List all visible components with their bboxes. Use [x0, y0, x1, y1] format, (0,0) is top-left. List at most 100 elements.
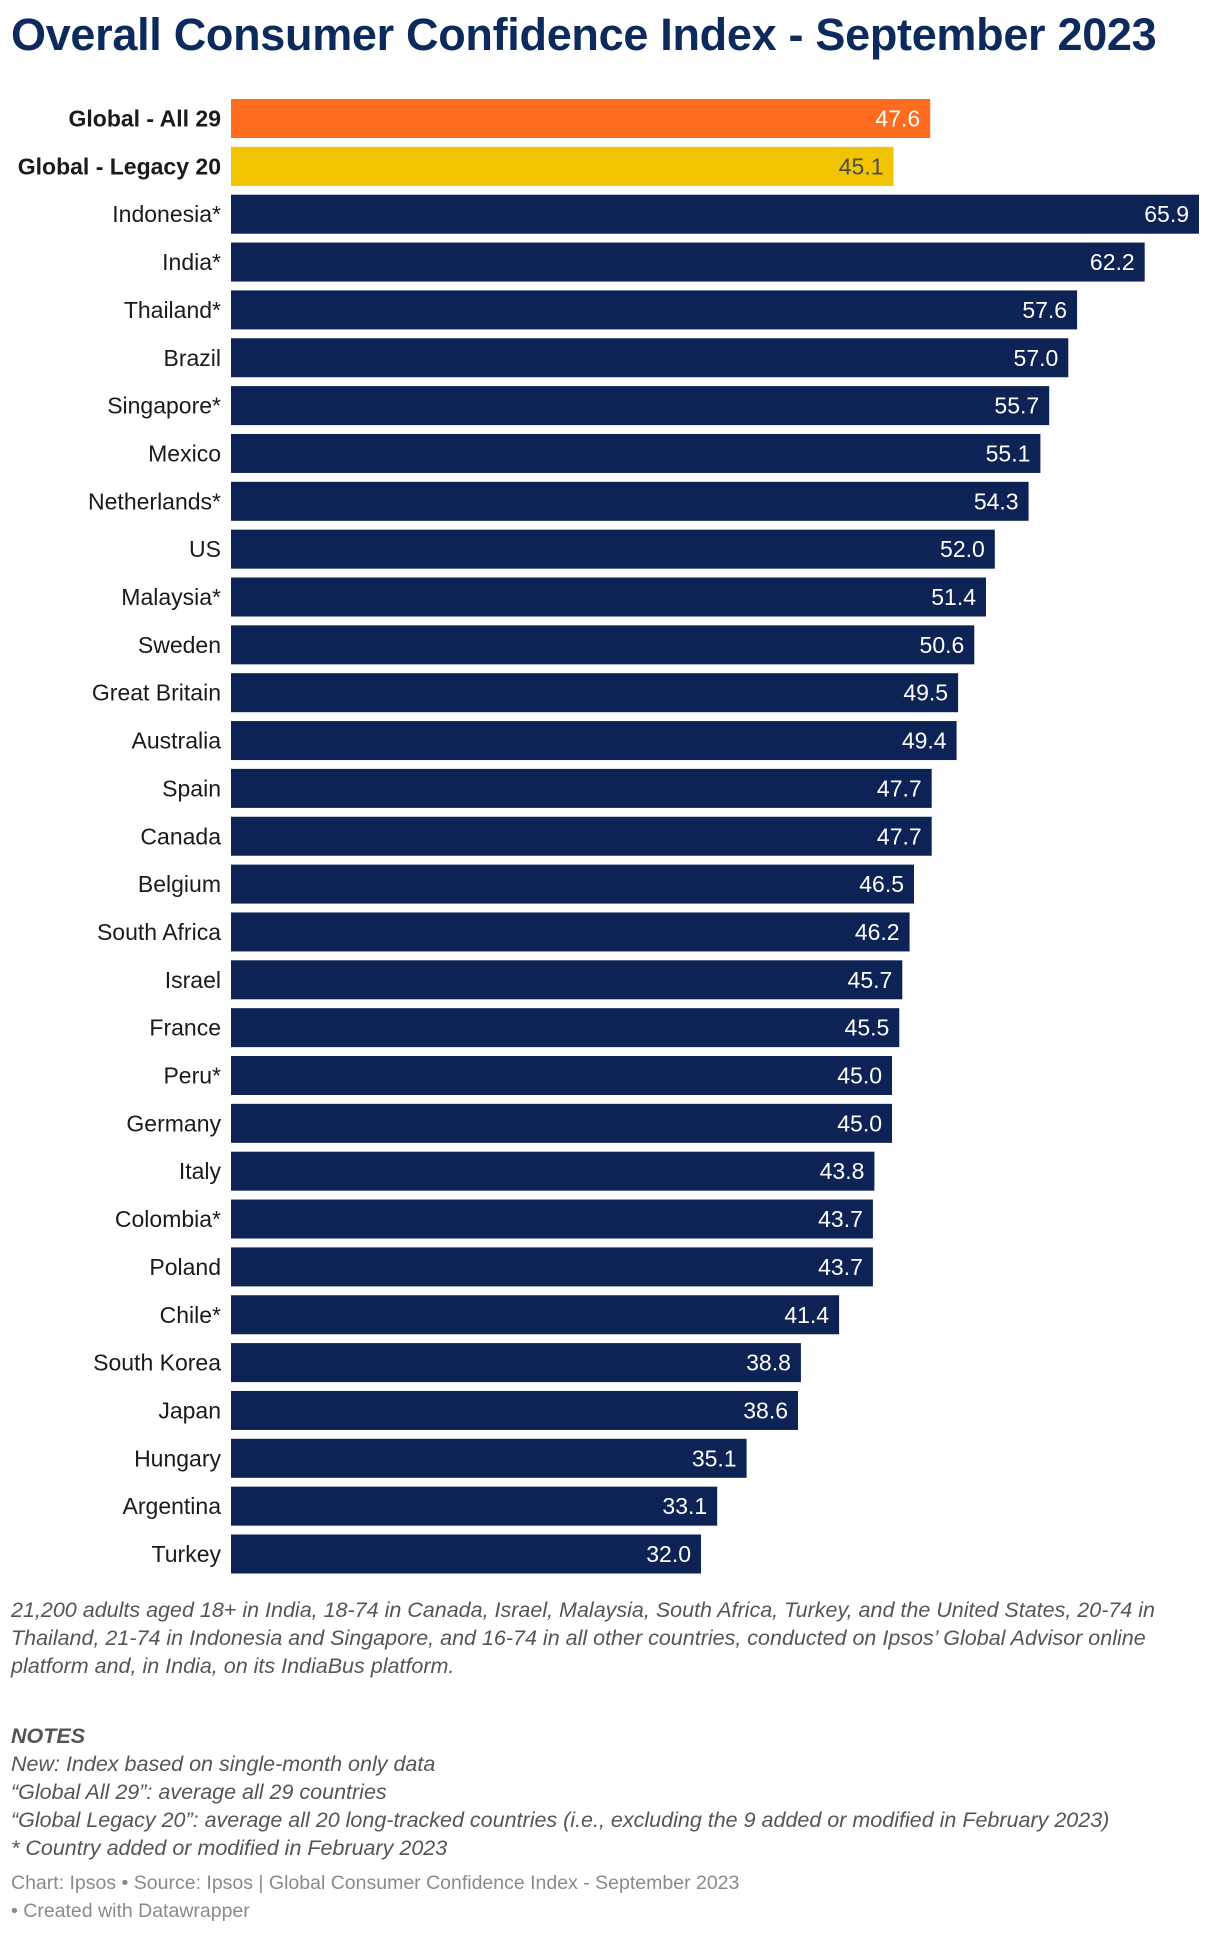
category-label: Poland [149, 1254, 221, 1280]
bar-group-global-legacy-20: Global - Legacy 20 45.1 [18, 146, 894, 186]
notes-heading: NOTES [11, 1724, 86, 1748]
value-label: 57.6 [1022, 297, 1067, 323]
category-label: Sweden [138, 632, 221, 658]
category-label: US [189, 536, 221, 562]
value-label: 52.0 [940, 536, 985, 562]
bar-brazil [231, 338, 1069, 378]
category-label: Japan [158, 1397, 221, 1423]
bar-poland [231, 1247, 873, 1287]
bar-group-japan: Japan 38.6 [158, 1390, 798, 1430]
value-label: 57.0 [1014, 345, 1059, 371]
category-label: Peru* [163, 1063, 221, 1089]
note-line: “Global All 29”: average all 29 countrie… [11, 1780, 387, 1804]
bar-mexico [231, 433, 1041, 473]
bar-group-france: France 45.5 [149, 1008, 900, 1048]
value-label: 47.7 [877, 823, 922, 849]
category-label: Turkey [152, 1541, 222, 1567]
category-label: Australia [132, 728, 222, 754]
category-label: South Korea [93, 1350, 221, 1376]
value-label: 32.0 [646, 1541, 691, 1567]
value-label: 38.8 [746, 1350, 791, 1376]
category-label: Chile* [160, 1302, 221, 1328]
category-label: Canada [140, 823, 221, 849]
category-label: Israel [165, 967, 221, 993]
chart-description: 21,200 adults aged 18+ in India, 18-74 i… [11, 1598, 1155, 1678]
bar-india [231, 242, 1145, 282]
bar-turkey [231, 1534, 701, 1574]
value-label: 62.2 [1090, 249, 1135, 275]
bar-italy [231, 1151, 875, 1191]
category-label: Malaysia* [121, 584, 221, 610]
bar-group-poland: Poland 43.7 [149, 1247, 873, 1287]
bar-group-south-africa: South Africa 46.2 [97, 912, 910, 952]
value-label: 50.6 [920, 632, 965, 658]
category-label: Netherlands* [88, 488, 221, 514]
category-label: Brazil [163, 345, 221, 371]
value-label: 41.4 [784, 1302, 829, 1328]
bar-sweden [231, 625, 975, 665]
bar-group-singapore: Singapore* 55.7 [107, 386, 1050, 426]
bar-colombia [231, 1199, 873, 1239]
bar-australia [231, 721, 957, 761]
bar-france [231, 1008, 900, 1048]
bar-group-global-all-29: Global - All 29 47.6 [68, 99, 931, 138]
value-label: 45.0 [837, 1063, 882, 1089]
bar-group-south-korea: South Korea 38.8 [93, 1343, 801, 1383]
bar-singapore [231, 386, 1050, 426]
category-label: India* [162, 249, 221, 275]
bar-israel [231, 960, 903, 1000]
value-label: 47.6 [875, 106, 920, 132]
category-label: South Africa [97, 919, 221, 945]
bar-group-australia: Australia 49.4 [132, 721, 957, 761]
category-label: Spain [162, 775, 221, 801]
value-label: 35.1 [692, 1445, 737, 1471]
bar-group-india: India* 62.2 [162, 242, 1145, 282]
bar-group-malaysia: Malaysia* 51.4 [121, 577, 986, 617]
value-label: 45.0 [837, 1110, 882, 1136]
bar-group-thailand: Thailand* 57.6 [124, 290, 1078, 330]
bar-global-all-29 [231, 99, 931, 138]
category-label: Indonesia* [112, 201, 221, 227]
bar-group-italy: Italy 43.8 [179, 1151, 875, 1191]
value-label: 46.5 [859, 871, 904, 897]
chart-notes: NOTES New: Index based on single-month o… [11, 1722, 1216, 1862]
bar-canada [231, 816, 932, 856]
value-label: 47.7 [877, 775, 922, 801]
bar-japan [231, 1390, 798, 1430]
bar-group-chile: Chile* 41.4 [160, 1295, 840, 1335]
category-label: Mexico [148, 440, 221, 466]
value-label: 43.7 [818, 1254, 863, 1280]
note-line: “Global Legacy 20”: average all 20 long-… [11, 1808, 1110, 1832]
bar-group-spain: Spain 47.7 [162, 768, 932, 808]
bar-south-korea [231, 1343, 801, 1383]
value-label: 33.1 [662, 1493, 707, 1519]
bar-thailand [231, 290, 1078, 330]
bar-group-colombia: Colombia* 43.7 [115, 1199, 873, 1239]
bar-group-israel: Israel 45.7 [165, 960, 903, 1000]
category-label: Global - All 29 [68, 106, 221, 132]
bar-argentina [231, 1486, 718, 1526]
bar-group-belgium: Belgium 46.5 [138, 864, 914, 904]
bar-peru [231, 1056, 892, 1095]
bar-group-netherlands: Netherlands* 54.3 [88, 481, 1029, 521]
bar-belgium [231, 864, 914, 904]
value-label: 43.7 [818, 1206, 863, 1232]
chart-footer: Chart: Ipsos • Source: Ipsos | Global Co… [11, 1869, 1211, 1925]
value-label: 46.2 [855, 919, 900, 945]
bar-group-canada: Canada 47.7 [140, 816, 932, 856]
bar-group-us: US 52.0 [189, 529, 995, 569]
bar-us [231, 529, 995, 569]
value-label: 55.7 [994, 393, 1039, 419]
bar-group-mexico: Mexico 55.1 [148, 433, 1041, 473]
bar-chile [231, 1295, 840, 1335]
category-label: Hungary [134, 1445, 221, 1471]
bar-group-great-britain: Great Britain 49.5 [92, 673, 959, 713]
value-label: 45.5 [845, 1015, 890, 1041]
bar-germany [231, 1103, 892, 1143]
category-label: Global - Legacy 20 [18, 153, 221, 179]
note-line: * Country added or modified in February … [11, 1836, 448, 1860]
category-label: France [149, 1015, 221, 1041]
value-label: 45.7 [848, 967, 893, 993]
bar-indonesia [231, 194, 1199, 234]
